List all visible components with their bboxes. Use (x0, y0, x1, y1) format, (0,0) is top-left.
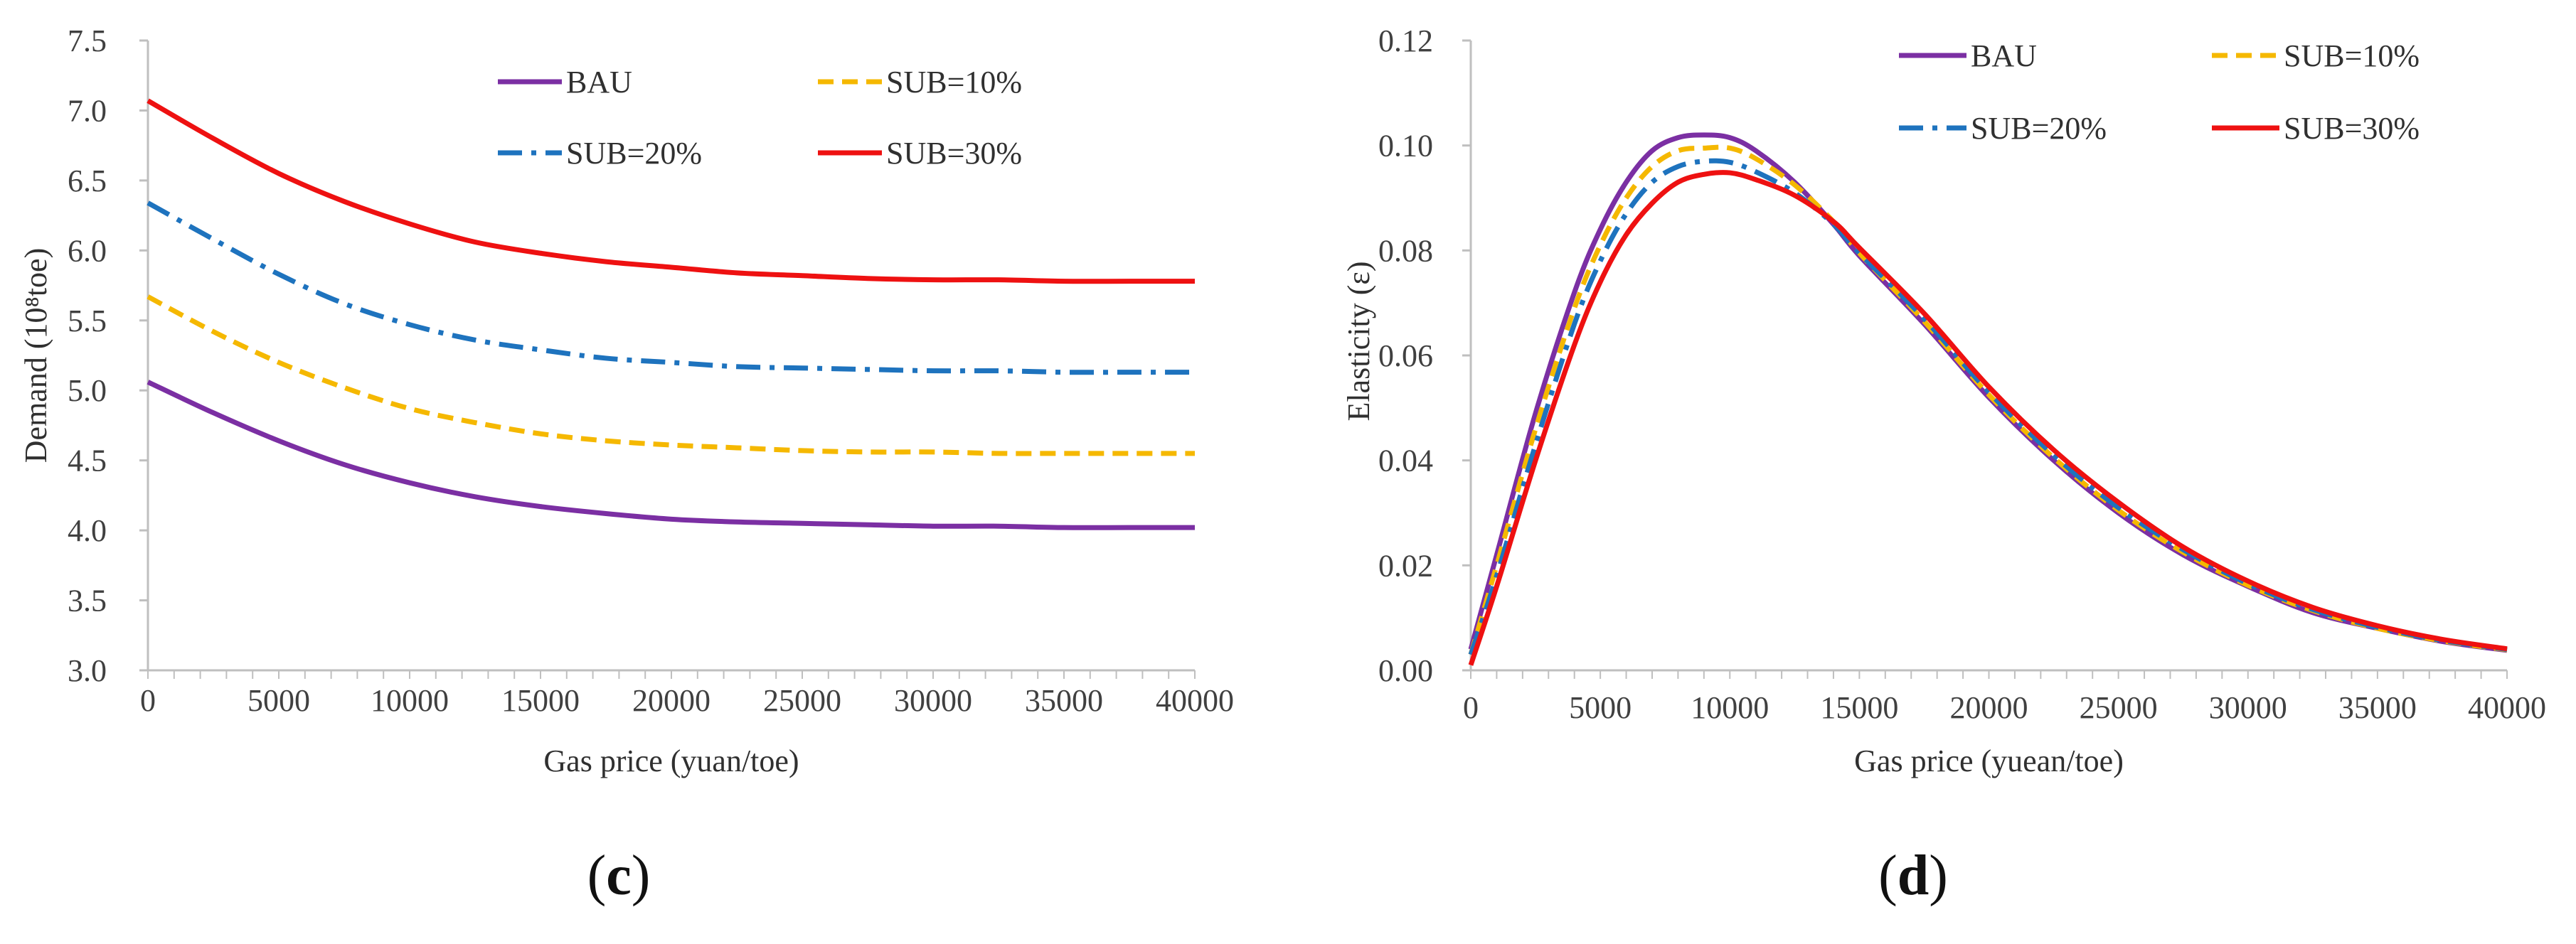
x-tick-label: 15000 (1820, 690, 1898, 725)
panel-label: (d) (1878, 844, 1948, 907)
panel-label-letter: c (606, 844, 632, 907)
y-tick-label: 3.5 (68, 584, 107, 618)
series-line-sub-10- (147, 294, 1195, 456)
y-tick-label: 5.0 (68, 373, 107, 408)
panel-label: (c) (587, 844, 651, 907)
panel-d-elasticity-chart: 0.00 0.02 0.04 0.06 0.08 0.10 0.12 0 5000 10000 15… (1341, 23, 2546, 907)
y-tick-label: 7.0 (68, 93, 107, 128)
legend-item: SUB=30% (2212, 111, 2420, 146)
x-tick-label: 5000 (248, 683, 310, 718)
y-tick-label: 6.0 (68, 233, 107, 268)
series-line-sub-30- (1468, 170, 2508, 666)
legend-item: SUB=10% (818, 65, 1022, 100)
y-tick-label: 0.12 (1378, 23, 1433, 58)
legend-label: BAU (1971, 38, 2037, 73)
panel-label-close: ) (1929, 844, 1948, 907)
y-tick-label: 0.10 (1378, 129, 1433, 163)
legend-label: SUB=30% (886, 136, 1022, 171)
legend-item: SUB=20% (498, 136, 702, 171)
y-tick-label: 6.5 (68, 163, 107, 198)
x-tick-label: 40000 (1156, 683, 1234, 718)
x-tick-label: 10000 (371, 683, 449, 718)
legend-item: BAU (498, 65, 632, 100)
y-tick-label: 5.5 (68, 304, 107, 338)
x-tick-label: 35000 (1025, 683, 1103, 718)
x-tick-label: 0 (1463, 690, 1479, 725)
legend-label: SUB=10% (886, 65, 1022, 100)
x-axis-title: Gas price (yuan/toe) (543, 744, 799, 778)
y-tick-label: 0.06 (1378, 338, 1433, 373)
y-axis-title: Demand (10⁸toe) (18, 248, 53, 463)
y-tick-label: 4.5 (68, 444, 107, 478)
x-tick-label: 20000 (632, 683, 710, 718)
y-tick-label: 4.0 (68, 513, 107, 548)
x-tick-label: 10000 (1691, 690, 1769, 725)
x-tick-label: 30000 (2209, 690, 2287, 725)
panel-label-open: ( (1878, 844, 1898, 907)
panel-label-open: ( (587, 844, 607, 907)
panel-label-close: ) (632, 844, 651, 907)
y-tick-label: 3.0 (68, 653, 107, 688)
legend-label: BAU (566, 65, 632, 100)
legend-item: SUB=30% (818, 136, 1022, 171)
x-axis-title: Gas price (yuean/toe) (1854, 744, 2124, 778)
x-tick-label: 40000 (2468, 690, 2546, 725)
x-tick-label: 25000 (763, 683, 841, 718)
y-axis-title: Elasticity (ε) (1341, 262, 1376, 422)
legend-item: SUB=20% (1899, 111, 2107, 146)
y-tick-label: 0.08 (1378, 233, 1433, 268)
legend-item: SUB=10% (2212, 38, 2420, 73)
x-tick-label: 0 (140, 683, 156, 718)
x-tick-label: 30000 (894, 683, 972, 718)
x-tick-label: 5000 (1569, 690, 1632, 725)
legend-label: SUB=30% (2284, 111, 2420, 146)
series-line-bau (147, 380, 1195, 530)
y-tick-label: 0.02 (1378, 548, 1433, 583)
x-tick-label: 35000 (2338, 690, 2417, 725)
panel-label-letter: d (1898, 844, 1930, 907)
y-tick-label: 7.5 (68, 23, 107, 58)
legend-label: SUB=20% (566, 136, 702, 171)
x-tick-label: 25000 (2080, 690, 2158, 725)
y-tick-label: 0.04 (1378, 444, 1433, 478)
panel-c-demand-chart: 3.0 3.5 4.0 4.5 5.0 5.5 6.0 6.5 7.0 7.5 0 5000 10000… (18, 23, 1234, 907)
legend-label: SUB=10% (2284, 38, 2420, 73)
x-tick-label: 20000 (1950, 690, 2028, 725)
legend-label: SUB=20% (1971, 111, 2107, 146)
series-line-sub-30- (147, 98, 1195, 284)
x-tick-label: 15000 (501, 683, 580, 718)
y-tick-label: 0.00 (1378, 653, 1433, 688)
legend-item: BAU (1899, 38, 2037, 73)
